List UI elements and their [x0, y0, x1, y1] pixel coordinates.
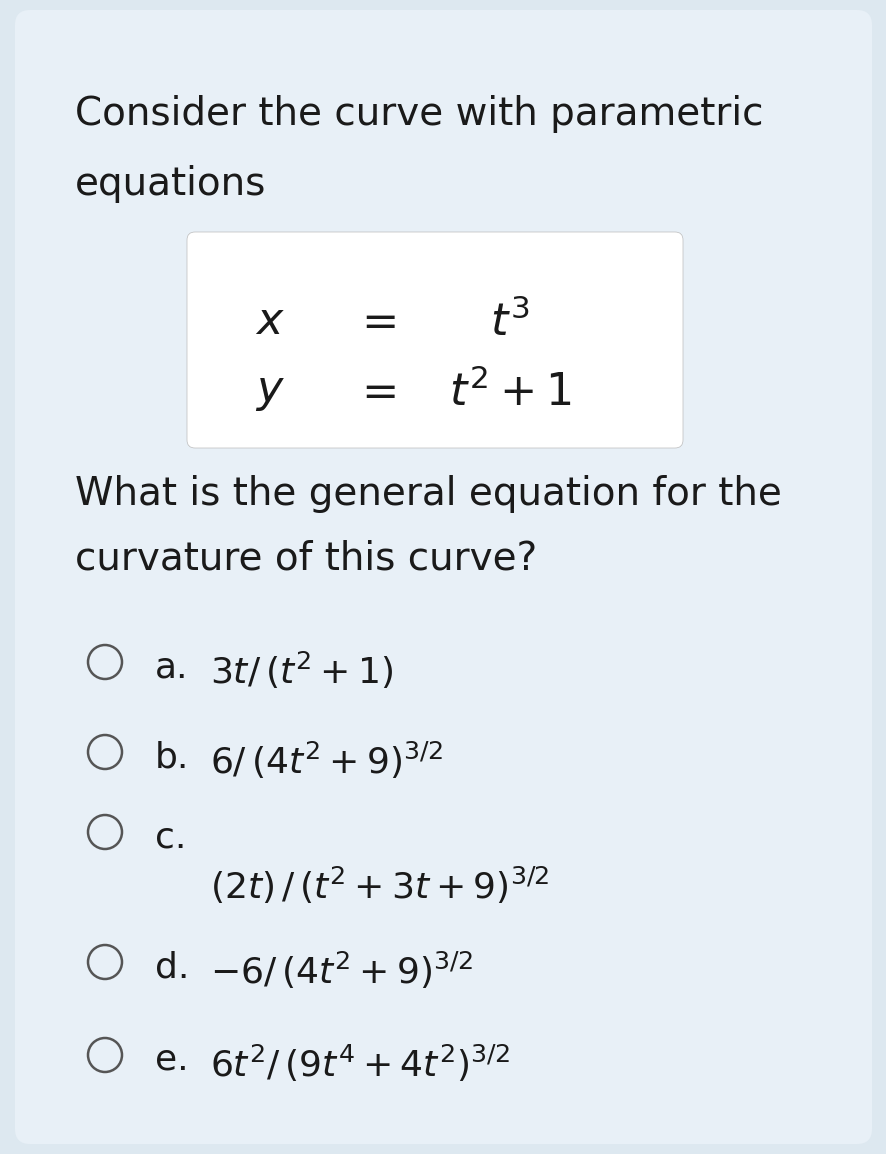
Text: e.: e.	[155, 1043, 189, 1077]
Text: $(2t)\,/\,(t^2 + 3t + 9)^{3/2}$: $(2t)\,/\,(t^2 + 3t + 9)^{3/2}$	[210, 866, 549, 906]
Text: $=$: $=$	[353, 300, 396, 343]
Text: curvature of this curve?: curvature of this curve?	[75, 540, 537, 578]
Text: equations: equations	[75, 165, 266, 203]
Text: $6t^2/\,(9t^4 + 4t^2)^{3/2}$: $6t^2/\,(9t^4 + 4t^2)^{3/2}$	[210, 1043, 509, 1085]
Text: What is the general equation for the: What is the general equation for the	[75, 475, 781, 514]
Text: $\mathit{t}^3$: $\mathit{t}^3$	[490, 300, 529, 345]
Text: c.: c.	[155, 820, 186, 854]
Text: $6/\,(4t^2 + 9)^{3/2}$: $6/\,(4t^2 + 9)^{3/2}$	[210, 740, 442, 781]
FancyBboxPatch shape	[187, 232, 682, 448]
Text: d.: d.	[155, 950, 190, 984]
Text: b.: b.	[155, 740, 190, 774]
Text: a.: a.	[155, 650, 189, 684]
Text: $\mathit{y}$: $\mathit{y}$	[255, 370, 284, 413]
Text: $-6/\,(4t^2 + 9)^{3/2}$: $-6/\,(4t^2 + 9)^{3/2}$	[210, 950, 472, 991]
Text: $\mathit{x}$: $\mathit{x}$	[255, 300, 284, 343]
Text: $\mathit{t}^2+1$: $\mathit{t}^2+1$	[448, 370, 571, 414]
Text: Consider the curve with parametric: Consider the curve with parametric	[75, 95, 763, 133]
Text: $=$: $=$	[353, 370, 396, 413]
Text: $3t/\,(t^2 + 1)$: $3t/\,(t^2 + 1)$	[210, 650, 392, 691]
FancyBboxPatch shape	[15, 10, 871, 1144]
